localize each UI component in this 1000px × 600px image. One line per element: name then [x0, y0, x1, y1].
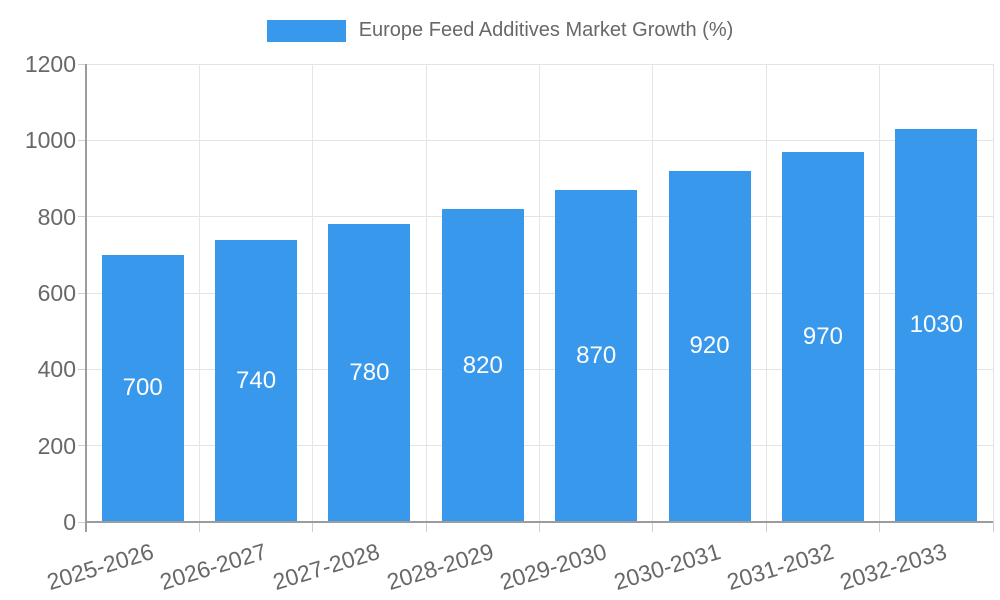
y-tick-mark — [78, 139, 86, 141]
y-axis-line — [85, 64, 87, 532]
x-tick-mark — [765, 522, 767, 532]
bar-2027-2028[interactable] — [328, 224, 411, 522]
chart-legend[interactable]: Europe Feed Additives Market Growth (%) — [0, 19, 1000, 42]
x-axis-tick-label: 2030-2031 — [610, 538, 724, 596]
bar-value-label: 870 — [576, 341, 617, 369]
bar-value-label: 740 — [236, 366, 277, 394]
x-tick-mark — [539, 522, 540, 532]
y-tick-mark — [78, 368, 86, 370]
x-axis-tick-label: 2027-2028 — [270, 538, 384, 596]
x-tick-mark — [425, 522, 427, 532]
v-gridline — [425, 64, 427, 522]
y-axis-tick-label: 0 — [63, 509, 76, 535]
y-tick-mark — [78, 445, 86, 447]
bar-2029-2030[interactable] — [555, 189, 638, 522]
x-axis-tick-label: 2025-2026 — [43, 538, 157, 596]
v-gridline — [879, 64, 881, 522]
bar-value-label: 820 — [462, 351, 503, 379]
y-tick-mark — [78, 63, 86, 65]
y-axis-tick-label: 400 — [37, 356, 76, 383]
y-axis-tick-label: 600 — [37, 280, 76, 306]
x-tick-mark — [879, 522, 881, 532]
x-axis-tick-label: 2026-2027 — [156, 538, 270, 596]
x-axis-tick-label: 2029-2030 — [496, 538, 610, 596]
bar-2025-2026[interactable] — [101, 254, 184, 522]
y-tick-mark — [78, 292, 86, 294]
v-gridline — [765, 64, 767, 522]
y-axis-tick-label: 200 — [37, 432, 76, 459]
bar-value-label: 1030 — [909, 311, 963, 339]
legend-label: Europe Feed Additives Market Growth (%) — [358, 19, 734, 41]
x-axis-line — [86, 521, 993, 523]
x-tick-mark — [198, 522, 200, 532]
bar-2031-2032[interactable] — [781, 151, 864, 522]
v-gridline — [992, 64, 994, 522]
bar-value-label: 970 — [802, 322, 843, 350]
y-tick-mark — [78, 521, 86, 523]
bar-2030-2031[interactable] — [668, 170, 751, 522]
v-gridline — [312, 64, 314, 522]
v-gridline — [652, 64, 654, 522]
legend-swatch-icon — [266, 19, 346, 42]
bar-value-label: 780 — [349, 359, 390, 387]
bar-2026-2027[interactable] — [215, 239, 298, 522]
bar-2028-2029[interactable] — [441, 209, 524, 522]
y-axis-tick-label: 800 — [37, 203, 76, 230]
x-axis-tick-label: 2028-2029 — [383, 538, 497, 596]
x-tick-mark — [312, 522, 314, 532]
y-tick-mark — [78, 216, 86, 218]
y-axis-tick-label: 1000 — [24, 127, 76, 154]
x-tick-mark — [652, 522, 654, 532]
v-gridline — [539, 64, 540, 522]
x-axis-tick-label: 2032-2033 — [837, 538, 950, 596]
x-axis-tick-label: 2031-2032 — [723, 538, 837, 596]
v-gridline — [198, 64, 200, 522]
bar-value-label: 920 — [689, 332, 730, 360]
bar-value-label: 700 — [122, 374, 163, 402]
bar-2032-2033[interactable] — [895, 128, 978, 522]
y-axis-tick-label: 1200 — [24, 51, 76, 77]
x-tick-mark — [992, 522, 994, 532]
